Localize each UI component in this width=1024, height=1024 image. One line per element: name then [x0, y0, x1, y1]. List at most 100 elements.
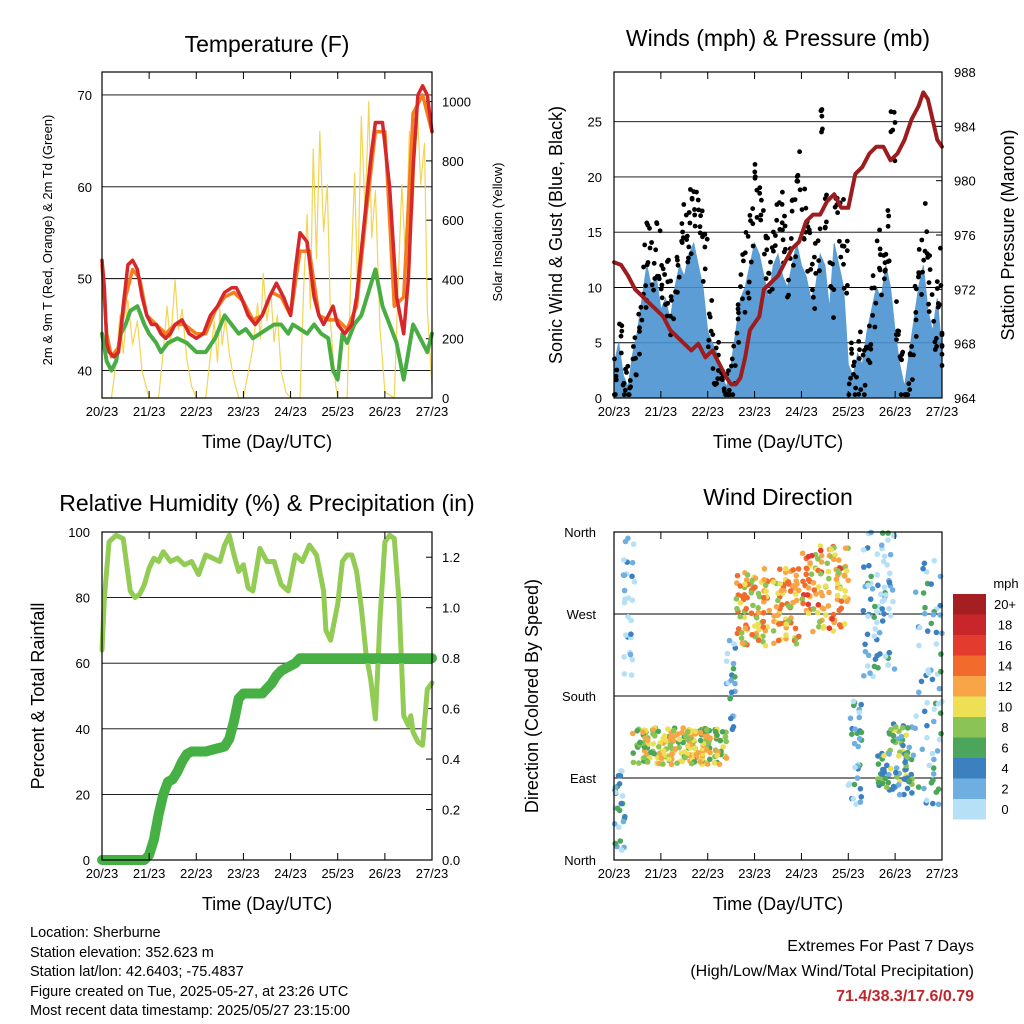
wind_direction-direction-point: [803, 571, 809, 578]
wind_direction-direction-point: [748, 590, 755, 596]
winds-gust-point: [675, 257, 680, 263]
wind_direction-chart-title: Wind Direction: [703, 484, 853, 510]
wind_direction-direction-point: [678, 750, 685, 756]
wind_direction-direction-point: [660, 748, 667, 754]
winds-gust-point: [697, 224, 703, 230]
wind_direction-direction-point: [619, 768, 625, 774]
wind_direction-direction-point: [823, 583, 829, 589]
wind_direction-direction-point: [924, 699, 930, 706]
wind_direction-direction-point: [938, 730, 944, 737]
temperature-x-tick-label: 27/23: [416, 404, 449, 419]
wind_direction-x-tick-label: 24/23: [785, 866, 818, 881]
wind_direction-direction-point: [695, 750, 701, 756]
wind_direction-direction-point: [668, 761, 675, 768]
wind_direction-direction-point: [628, 672, 635, 678]
wind_direction-direction-point: [627, 651, 634, 658]
wind-speed-legend-label: 18: [998, 618, 1012, 633]
wind_direction-direction-point: [818, 571, 824, 577]
wind_direction-direction-point: [929, 750, 936, 757]
winds-gust-point: [797, 187, 803, 193]
wind_direction-direction-point: [938, 651, 944, 657]
wind_direction-direction-point: [890, 598, 896, 605]
winds-gust-point: [838, 254, 844, 260]
wind_direction-plot-frame: [613, 531, 943, 861]
wind_direction-direction-point: [680, 725, 686, 731]
wind_direction-direction-point: [871, 633, 878, 639]
wind_direction-direction-point: [895, 782, 902, 788]
wind_direction-direction-point: [872, 656, 879, 662]
temperature-y2-tick-label: 1000: [442, 95, 471, 110]
winds-gust-point: [894, 299, 899, 304]
winds-gust-point: [768, 259, 773, 265]
wind_direction-direction-point: [866, 562, 872, 569]
wind_direction-direction-point: [778, 587, 785, 594]
wind_direction-direction-point: [737, 583, 744, 589]
winds-gust-point: [633, 372, 639, 377]
winds-gust-point: [846, 392, 852, 398]
wind_direction-direction-point: [865, 613, 871, 620]
winds-gust-point: [716, 339, 721, 345]
temperature-x-tick-label: 26/23: [369, 404, 402, 419]
winds-gust-point: [902, 392, 908, 398]
humidity-x-tick-label: 27/23: [416, 866, 449, 881]
winds-gust-point: [662, 272, 667, 277]
wind_direction-direction-point: [825, 568, 832, 575]
winds-gust-point: [922, 248, 928, 254]
winds-gust-point: [668, 313, 673, 319]
humidity-y-tick-label: 80: [76, 591, 90, 606]
winds-gust-point: [657, 228, 663, 234]
temperature-y2-tick-label: 800: [442, 154, 464, 169]
winds-chart-title: Winds (mph) & Pressure (mb): [626, 25, 930, 51]
winds-gust-point: [659, 282, 665, 288]
winds-gust-point: [743, 230, 749, 235]
wind-speed-legend-swatch: [953, 676, 986, 697]
winds-gust-point: [802, 186, 808, 192]
wind_direction-direction-point: [926, 762, 933, 769]
winds-gust-point: [763, 276, 769, 281]
wind_direction-direction-point: [743, 605, 749, 612]
wind_direction-direction-point: [760, 624, 766, 630]
wind_direction-direction-point: [620, 818, 627, 825]
winds-gust-point: [921, 257, 927, 263]
wind_direction-direction-point: [836, 570, 842, 576]
winds-gust-point: [680, 229, 685, 235]
wind_direction-direction-point: [717, 737, 724, 744]
humidity-y2-tick-label: 0.4: [442, 752, 460, 767]
winds-gust-point: [686, 255, 691, 261]
wind_direction-x-tick-label: 27/23: [926, 866, 959, 881]
wind-speed-legend-swatch: [953, 655, 986, 676]
wind_direction-direction-point: [924, 628, 931, 634]
wind_direction-direction-point: [805, 553, 812, 560]
wind_direction-direction-point: [808, 571, 815, 577]
wind_direction-direction-point: [845, 577, 851, 584]
wind_direction-direction-point: [742, 581, 748, 588]
wind_direction-direction-point: [676, 736, 683, 743]
wind_direction-direction-point: [912, 589, 919, 595]
wind_direction-direction-point: [763, 588, 769, 594]
winds-gust-point: [659, 263, 664, 268]
winds-gust-point: [907, 351, 913, 357]
winds-gust-point: [786, 292, 791, 298]
wind_direction-direction-point: [734, 605, 740, 612]
wind_direction-direction-point: [755, 609, 762, 616]
wind_direction-direction-point: [845, 782, 852, 788]
wind_direction-direction-point: [867, 670, 873, 676]
wind_direction-direction-point: [935, 801, 942, 808]
wind_direction-direction-point: [618, 800, 624, 807]
winds-gust-point: [746, 295, 752, 301]
wind_direction-direction-point: [805, 576, 812, 583]
wind-speed-legend-label: 16: [998, 638, 1012, 653]
winds-gust-point: [862, 382, 868, 388]
location-text: Location: Sherburne: [30, 925, 161, 941]
wind_direction-direction-point: [852, 726, 858, 732]
wind_direction-direction-point: [920, 590, 927, 596]
winds-gust-point: [746, 279, 752, 285]
wind_direction-direction-point: [618, 847, 625, 853]
wind_direction-direction-point: [881, 752, 887, 759]
winds-gust-point: [643, 305, 649, 310]
wind_direction-direction-point: [936, 685, 943, 692]
winds-gust-point: [656, 273, 662, 279]
wind_direction-direction-point: [672, 746, 679, 752]
winds-gust-point: [849, 340, 854, 346]
wind_direction-direction-point: [737, 613, 743, 620]
